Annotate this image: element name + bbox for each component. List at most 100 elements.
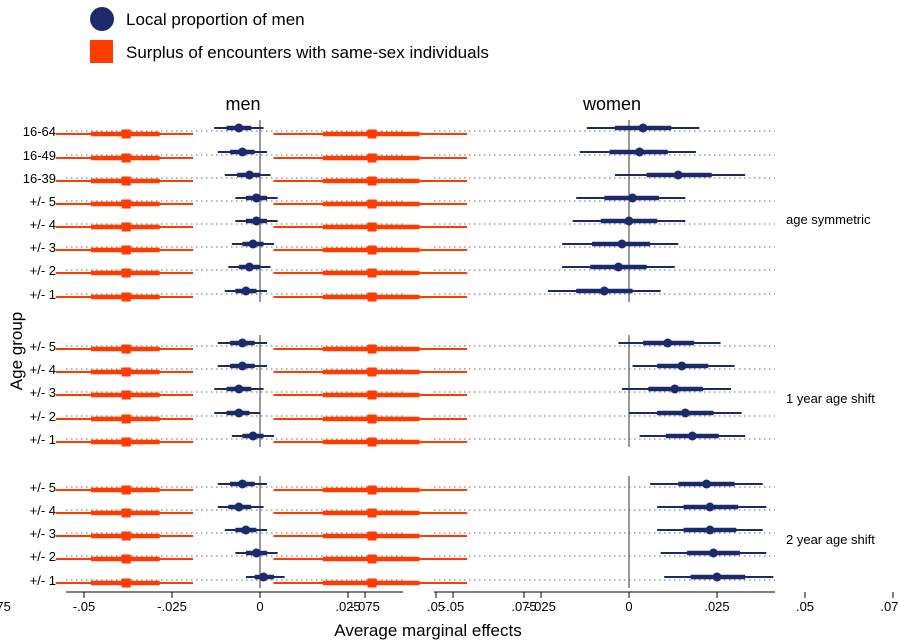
point-surplus-men: [121, 344, 131, 354]
x-tick-label-men: -.025: [157, 599, 187, 614]
panel-title-men: men: [225, 94, 260, 114]
x-tick-label-women: .075: [880, 599, 899, 614]
point-prop-women: [712, 572, 722, 582]
point-surplus-women: [367, 199, 377, 209]
y-tick-label: +/- 3: [30, 385, 56, 400]
point-prop-men: [237, 361, 247, 371]
legend-circle-marker: [90, 7, 114, 31]
point-prop-women: [617, 239, 627, 249]
point-surplus-women: [367, 268, 377, 278]
point-prop-men: [241, 525, 251, 535]
point-surplus-women: [367, 222, 377, 232]
point-surplus-women: [367, 578, 377, 588]
y-tick-label: +/- 5: [30, 339, 56, 354]
point-surplus-women: [367, 344, 377, 354]
point-surplus-women: [367, 245, 377, 255]
plot-area: -.075 -.05 -.025 0 .025 .05 .075 -.075 -.05 -.025…: [0, 120, 899, 614]
x-tick-label-men: -.05: [73, 599, 95, 614]
y-tick-label: +/- 3: [30, 526, 56, 541]
point-surplus-women: [367, 485, 377, 495]
point-surplus-men: [121, 554, 131, 564]
x-tick-label-women: -.05: [442, 599, 464, 614]
legend-label-surplus: Surplus of encounters with same-sex indi…: [126, 43, 489, 62]
x-tick-label-men: 0: [256, 599, 263, 614]
point-prop-men: [234, 384, 244, 394]
point-prop-men: [251, 216, 261, 226]
y-tick-label: 16-39: [23, 171, 56, 186]
point-prop-women: [628, 193, 638, 203]
point-prop-women: [708, 548, 718, 558]
y-tick-label: +/- 5: [30, 194, 56, 209]
x-tick-label-men: .075: [511, 599, 536, 614]
point-prop-men: [251, 193, 261, 203]
point-prop-women: [624, 216, 634, 226]
point-surplus-men: [121, 199, 131, 209]
point-surplus-women: [367, 414, 377, 424]
point-surplus-men: [121, 578, 131, 588]
point-surplus-women: [367, 153, 377, 163]
x-tick-label-women: 0: [625, 599, 632, 614]
point-prop-men: [234, 408, 244, 418]
point-prop-women: [663, 338, 673, 348]
point-prop-men: [237, 338, 247, 348]
point-surplus-men: [121, 367, 131, 377]
point-prop-women: [677, 361, 687, 371]
point-prop-women: [673, 170, 683, 180]
point-prop-men: [234, 502, 244, 512]
point-surplus-women: [367, 292, 377, 302]
point-surplus-women: [367, 176, 377, 186]
legend: Local proportion of men Surplus of encou…: [90, 7, 489, 63]
point-prop-men: [237, 147, 247, 157]
point-surplus-men: [121, 531, 131, 541]
x-tick-label-women: -.025: [526, 599, 556, 614]
point-surplus-men: [121, 485, 131, 495]
x-tick-label-women: .05: [796, 599, 814, 614]
y-tick-label: +/- 4: [30, 362, 56, 377]
y-tick-label: +/- 4: [30, 217, 56, 232]
point-prop-women: [638, 123, 648, 133]
point-prop-men: [251, 548, 261, 558]
y-tick-label: +/- 2: [30, 263, 56, 278]
point-prop-women: [705, 525, 715, 535]
point-prop-men: [241, 286, 251, 296]
legend-square-marker: [90, 40, 113, 63]
y-tick-label: +/- 1: [30, 573, 56, 588]
point-surplus-women: [367, 129, 377, 139]
x-tick-label-men: .05: [427, 599, 445, 614]
point-surplus-men: [121, 508, 131, 518]
y-axis-title: Age group: [7, 312, 26, 390]
y-tick-label: 16-49: [23, 148, 56, 163]
point-surplus-women: [367, 437, 377, 447]
point-prop-men: [244, 170, 254, 180]
point-prop-women: [680, 408, 690, 418]
point-prop-men: [244, 262, 254, 272]
group-label: 1 year age shift: [786, 391, 875, 406]
y-tick-label: +/- 2: [30, 409, 56, 424]
group-label: age symmetric: [786, 212, 871, 227]
point-prop-men: [259, 572, 269, 582]
point-prop-men: [248, 239, 258, 249]
y-tick-label: +/- 3: [30, 240, 56, 255]
point-prop-women: [670, 384, 680, 394]
point-prop-women: [599, 286, 609, 296]
y-tick-label: +/- 4: [30, 503, 56, 518]
point-prop-women: [705, 502, 715, 512]
y-tick-label: +/- 2: [30, 549, 56, 564]
point-surplus-men: [121, 292, 131, 302]
panel-title-women: women: [582, 94, 641, 114]
group-label: 2 year age shift: [786, 532, 875, 547]
point-prop-men: [248, 431, 258, 441]
point-surplus-women: [367, 554, 377, 564]
point-prop-women: [701, 479, 711, 489]
y-tick-label: +/- 1: [30, 287, 56, 302]
point-prop-men: [234, 123, 244, 133]
point-surplus-women: [367, 367, 377, 377]
y-tick-label: 16-64: [23, 124, 56, 139]
x-tick-label-men: .025: [335, 599, 360, 614]
x-tick-label-women: .025: [704, 599, 729, 614]
point-surplus-women: [367, 390, 377, 400]
point-surplus-men: [121, 414, 131, 424]
point-surplus-men: [121, 129, 131, 139]
y-tick-label: +/- 1: [30, 432, 56, 447]
